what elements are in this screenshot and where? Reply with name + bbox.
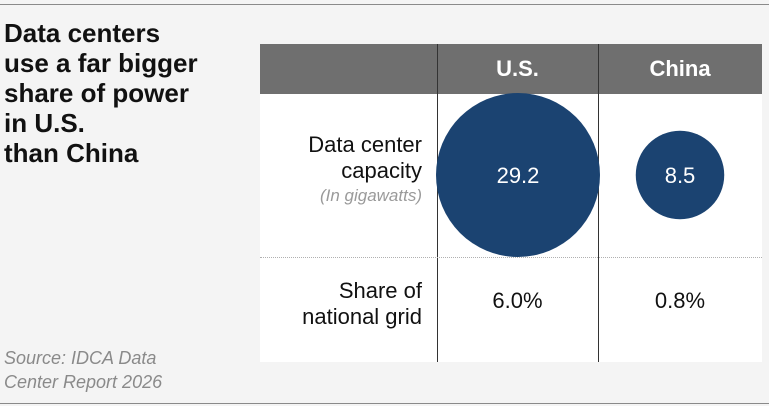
- top-rule: [0, 4, 769, 5]
- column-header-us: U.S.: [496, 56, 539, 81]
- row-label-capacity-line-2: capacity: [341, 158, 422, 183]
- headline-line-1: Data centers: [4, 18, 161, 48]
- capacity-bubbles: 29.2 8.5: [436, 93, 725, 257]
- comparison-table: U.S. China Data center capacity (In giga…: [260, 44, 762, 362]
- capacity-value-us: 29.2: [497, 163, 540, 188]
- share-value-us: 6.0%: [492, 288, 543, 313]
- share-value-china: 0.8%: [654, 288, 706, 313]
- headline: Data centers use a far bigger share of p…: [4, 18, 254, 168]
- capacity-bubble-us: [436, 93, 600, 257]
- source-line-2: Center Report 2026: [4, 372, 163, 392]
- headline-line-3: share of power: [4, 78, 189, 108]
- headline-line-5: than China: [4, 138, 139, 168]
- row-label-capacity: Data center capacity (In gigawatts): [308, 132, 422, 208]
- row-divider: [260, 257, 762, 258]
- column-header-china: China: [649, 56, 711, 81]
- source-note: Source: IDCA Data Center Report 2026: [4, 346, 162, 394]
- column-divider-2: [598, 44, 599, 362]
- capacity-bubble-china: [635, 130, 725, 220]
- row-label-capacity-unit: (In gigawatts): [319, 186, 422, 205]
- row-label-capacity-line-1: Data center: [308, 132, 422, 157]
- row-label-share: Share of national grid: [302, 278, 422, 330]
- source-line-1: Source: IDCA Data: [4, 348, 157, 368]
- bottom-rule: [0, 403, 769, 404]
- table-header: [260, 44, 762, 94]
- column-divider-1: [437, 44, 438, 362]
- row-label-share-line-1: Share of: [338, 278, 422, 303]
- headline-line-4: in U.S.: [4, 108, 85, 138]
- row-label-share-line-2: national grid: [302, 304, 422, 329]
- headline-line-2: use a far bigger: [4, 48, 198, 78]
- capacity-value-china: 8.5: [665, 163, 696, 188]
